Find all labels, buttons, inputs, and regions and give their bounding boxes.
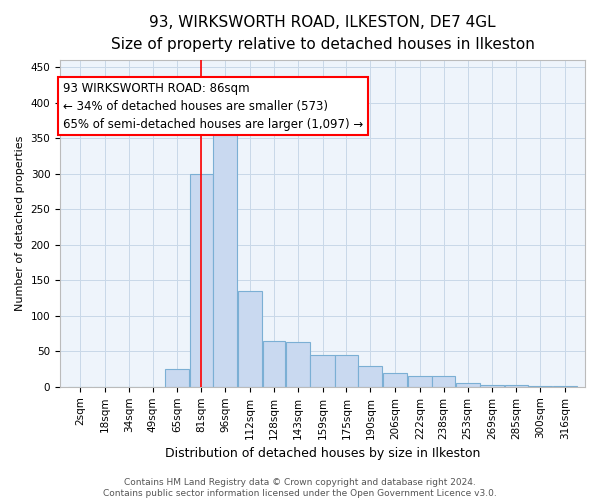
Bar [455,384,480,387]
Bar [335,355,358,387]
Bar [310,355,335,387]
Y-axis label: Number of detached properties: Number of detached properties [15,136,25,312]
X-axis label: Distribution of detached houses by size in Ilkeston: Distribution of detached houses by size … [165,447,480,460]
Text: Contains HM Land Registry data © Crown copyright and database right 2024.
Contai: Contains HM Land Registry data © Crown c… [103,478,497,498]
Title: 93, WIRKSWORTH ROAD, ILKESTON, DE7 4GL
Size of property relative to detached hou: 93, WIRKSWORTH ROAD, ILKESTON, DE7 4GL S… [110,15,535,52]
Bar [505,386,527,387]
Bar [190,174,212,387]
Bar [358,366,382,387]
Bar [480,384,505,387]
Bar [238,291,262,387]
Bar [165,369,190,387]
Bar [528,386,553,387]
Bar [383,372,407,387]
Bar [433,376,455,387]
Bar [553,386,577,387]
Bar [286,342,310,387]
Text: 93 WIRKSWORTH ROAD: 86sqm
← 34% of detached houses are smaller (573)
65% of semi: 93 WIRKSWORTH ROAD: 86sqm ← 34% of detac… [63,82,364,130]
Bar [213,124,238,387]
Bar [407,376,432,387]
Bar [263,340,285,387]
